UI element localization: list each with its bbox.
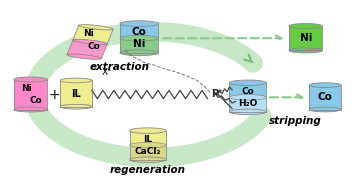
Text: +: + [216,88,222,94]
Text: Co: Co [318,92,332,102]
Text: IL: IL [71,89,81,98]
Ellipse shape [79,25,113,30]
Text: X⁻: X⁻ [102,68,113,77]
Text: Ni: Ni [133,39,145,49]
Text: Co: Co [132,27,147,37]
Text: stripping: stripping [269,116,322,126]
Ellipse shape [230,94,266,100]
Ellipse shape [120,35,158,41]
Text: H₂O: H₂O [238,99,258,108]
Ellipse shape [67,54,101,59]
Bar [230,97,266,112]
Bar [130,145,166,160]
Bar [60,81,92,94]
Text: CaCl₂: CaCl₂ [135,147,161,156]
Bar [120,24,158,38]
Ellipse shape [309,107,341,112]
Ellipse shape [130,157,166,163]
Bar [67,40,107,59]
Bar [14,80,47,94]
Bar [309,97,341,109]
Bar [289,26,322,38]
Ellipse shape [130,128,166,133]
Ellipse shape [230,109,266,115]
Text: Co: Co [88,42,101,51]
Bar [309,85,341,97]
Ellipse shape [120,50,158,56]
Ellipse shape [230,80,266,86]
Bar [60,94,92,107]
Text: Ni: Ni [300,33,312,43]
Bar [120,38,158,53]
Text: Ni: Ni [21,84,32,93]
Bar [289,38,322,50]
Text: Co: Co [241,87,254,96]
Text: IL: IL [143,135,152,144]
Ellipse shape [60,104,92,109]
Text: extraction: extraction [90,62,150,72]
Text: Ni: Ni [83,29,94,38]
Ellipse shape [289,48,322,53]
Text: +: + [48,88,60,101]
Bar [130,131,166,145]
Text: regeneration: regeneration [110,166,186,175]
Bar [14,94,47,109]
Ellipse shape [120,21,158,27]
Text: Co: Co [29,96,42,105]
Ellipse shape [14,107,47,112]
Ellipse shape [130,142,166,148]
Ellipse shape [14,77,47,82]
Ellipse shape [289,23,322,29]
Ellipse shape [309,83,341,88]
Ellipse shape [60,78,92,83]
Ellipse shape [73,39,107,45]
Bar [230,83,266,97]
Bar [73,25,113,44]
Text: P: P [211,89,218,98]
